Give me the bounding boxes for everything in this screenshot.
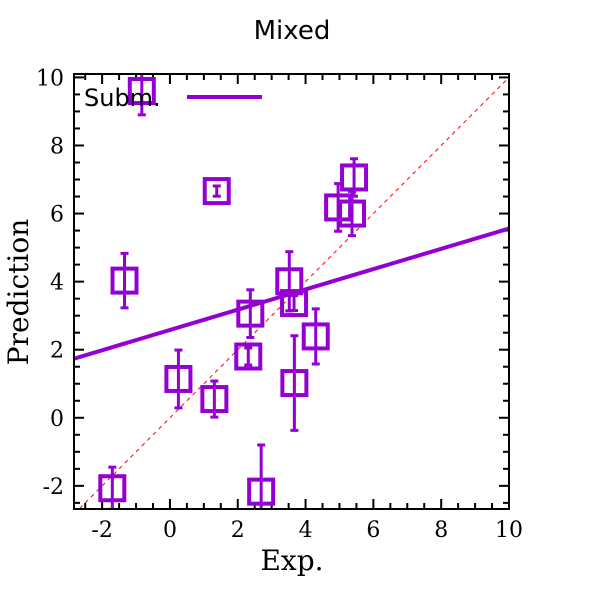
y-axis-label: Prediction [2,219,35,365]
y-tick-label: 8 [50,134,64,159]
legend: Subm. [84,84,262,112]
point-marker [98,474,127,503]
y-tick-label: -2 [43,475,64,500]
x-tick-label: 4 [299,518,313,543]
data-point [280,334,309,432]
x-axis-label: Exp. [260,544,323,577]
point-marker [340,163,369,192]
point-marker [234,342,263,371]
data-point [280,289,309,318]
data-points [98,74,369,509]
point-marker [200,385,229,414]
data-point [110,251,139,310]
data-point [200,379,229,419]
x-tick-label: 2 [231,518,245,543]
data-point [338,189,367,238]
y-tick-label: 4 [50,271,64,296]
x-tick-label: -2 [91,518,112,543]
point-marker [275,267,304,296]
plot-area [74,74,509,509]
data-point [164,348,193,410]
point-marker [110,266,139,295]
data-point [98,465,127,509]
chart-title: Mixed [254,16,331,46]
point-marker [301,322,330,351]
point-marker [280,369,309,398]
data-point [301,307,330,366]
point-marker [202,177,231,206]
point-marker [164,364,193,393]
plot-frame [73,73,510,510]
x-tick-label: 8 [434,518,448,543]
legend-label: Subm. [84,84,161,112]
data-point [236,288,265,339]
identity-line [78,77,509,509]
data-point [202,177,231,206]
x-tick-labels: -2 0 2 4 6 8 10 [91,518,523,543]
y-tick-label: 0 [50,407,64,432]
point-marker [127,77,156,106]
x-tick-label: 6 [366,518,380,543]
data-point [127,74,156,117]
y-tick-label: 10 [36,66,64,91]
y-tick-label: 6 [50,203,64,228]
data-point [234,342,263,371]
y-tick-labels: -2 0 2 4 6 8 10 [36,66,64,499]
point-marker [247,477,276,506]
x-tick-label: 10 [495,518,523,543]
x-tick-label: 0 [163,518,177,543]
point-marker [280,289,309,318]
point-marker [236,299,265,328]
point-marker [338,199,367,228]
y-tick-label: 2 [50,339,64,364]
data-point [247,443,276,509]
